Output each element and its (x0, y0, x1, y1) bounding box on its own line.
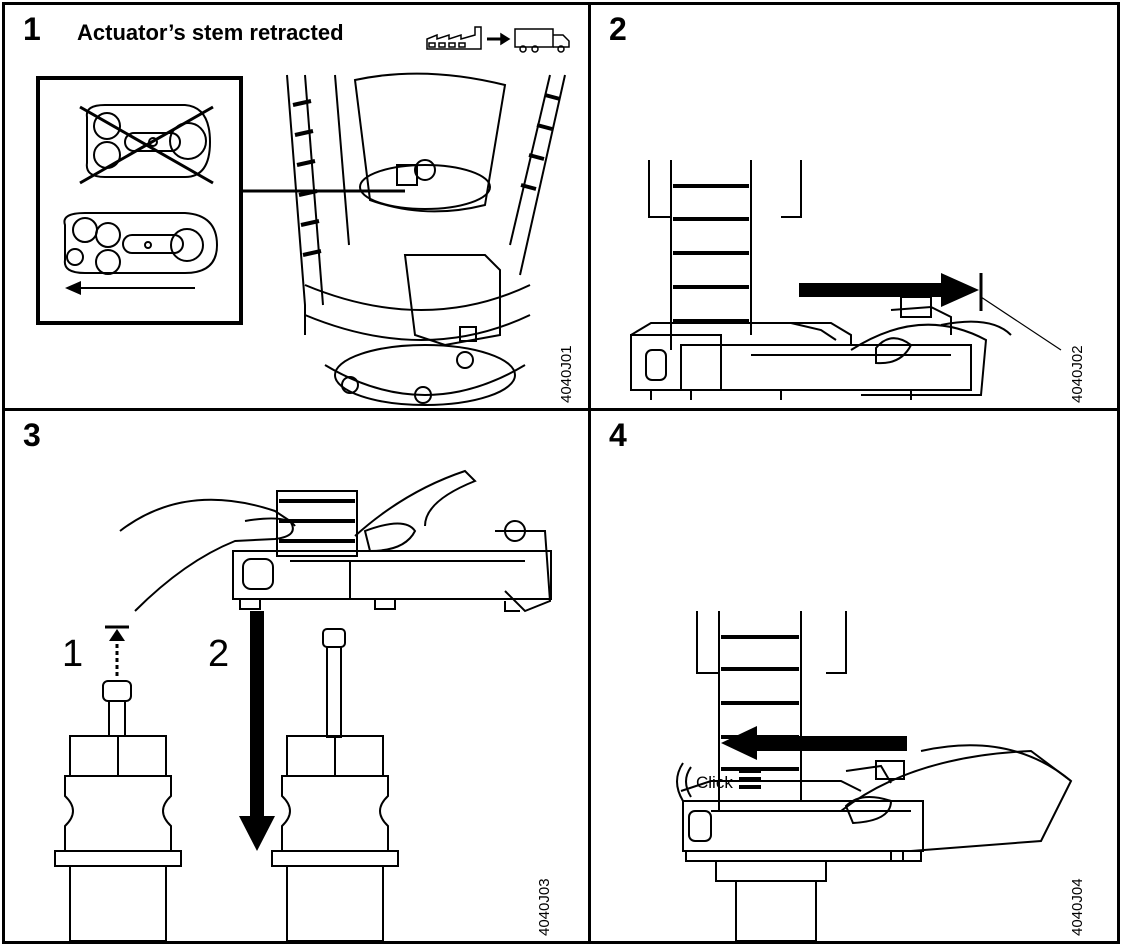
click-label: Click (696, 773, 733, 792)
figure-code: 4040J03 (536, 878, 553, 936)
figure-code: 4040J01 (558, 345, 575, 403)
step-2-panel: 2 404 (588, 2, 1120, 411)
step-4-panel: 4 (588, 408, 1120, 944)
substep-2-label: 2 (208, 633, 230, 675)
step-3-panel: 3 (2, 408, 591, 944)
figure-code: 4040J04 (1069, 878, 1086, 936)
step-1-illustration (36, 26, 570, 406)
step-number: 2 (609, 11, 627, 47)
step-number: 3 (23, 417, 41, 453)
step-number: 1 (23, 11, 41, 47)
step-2-illustration (630, 160, 1062, 400)
factory-to-truck-icon (426, 26, 570, 53)
step-title: Actuator’s stem retracted (77, 20, 344, 45)
step-number: 4 (609, 417, 627, 453)
step-3-illustration (54, 469, 552, 941)
substep-1-label: 1 (62, 633, 84, 675)
step-1-panel: 1 Actuator’s stem retracted (2, 2, 591, 411)
figure-code: 4040J02 (1069, 345, 1086, 403)
step-4-illustration (676, 611, 1073, 941)
